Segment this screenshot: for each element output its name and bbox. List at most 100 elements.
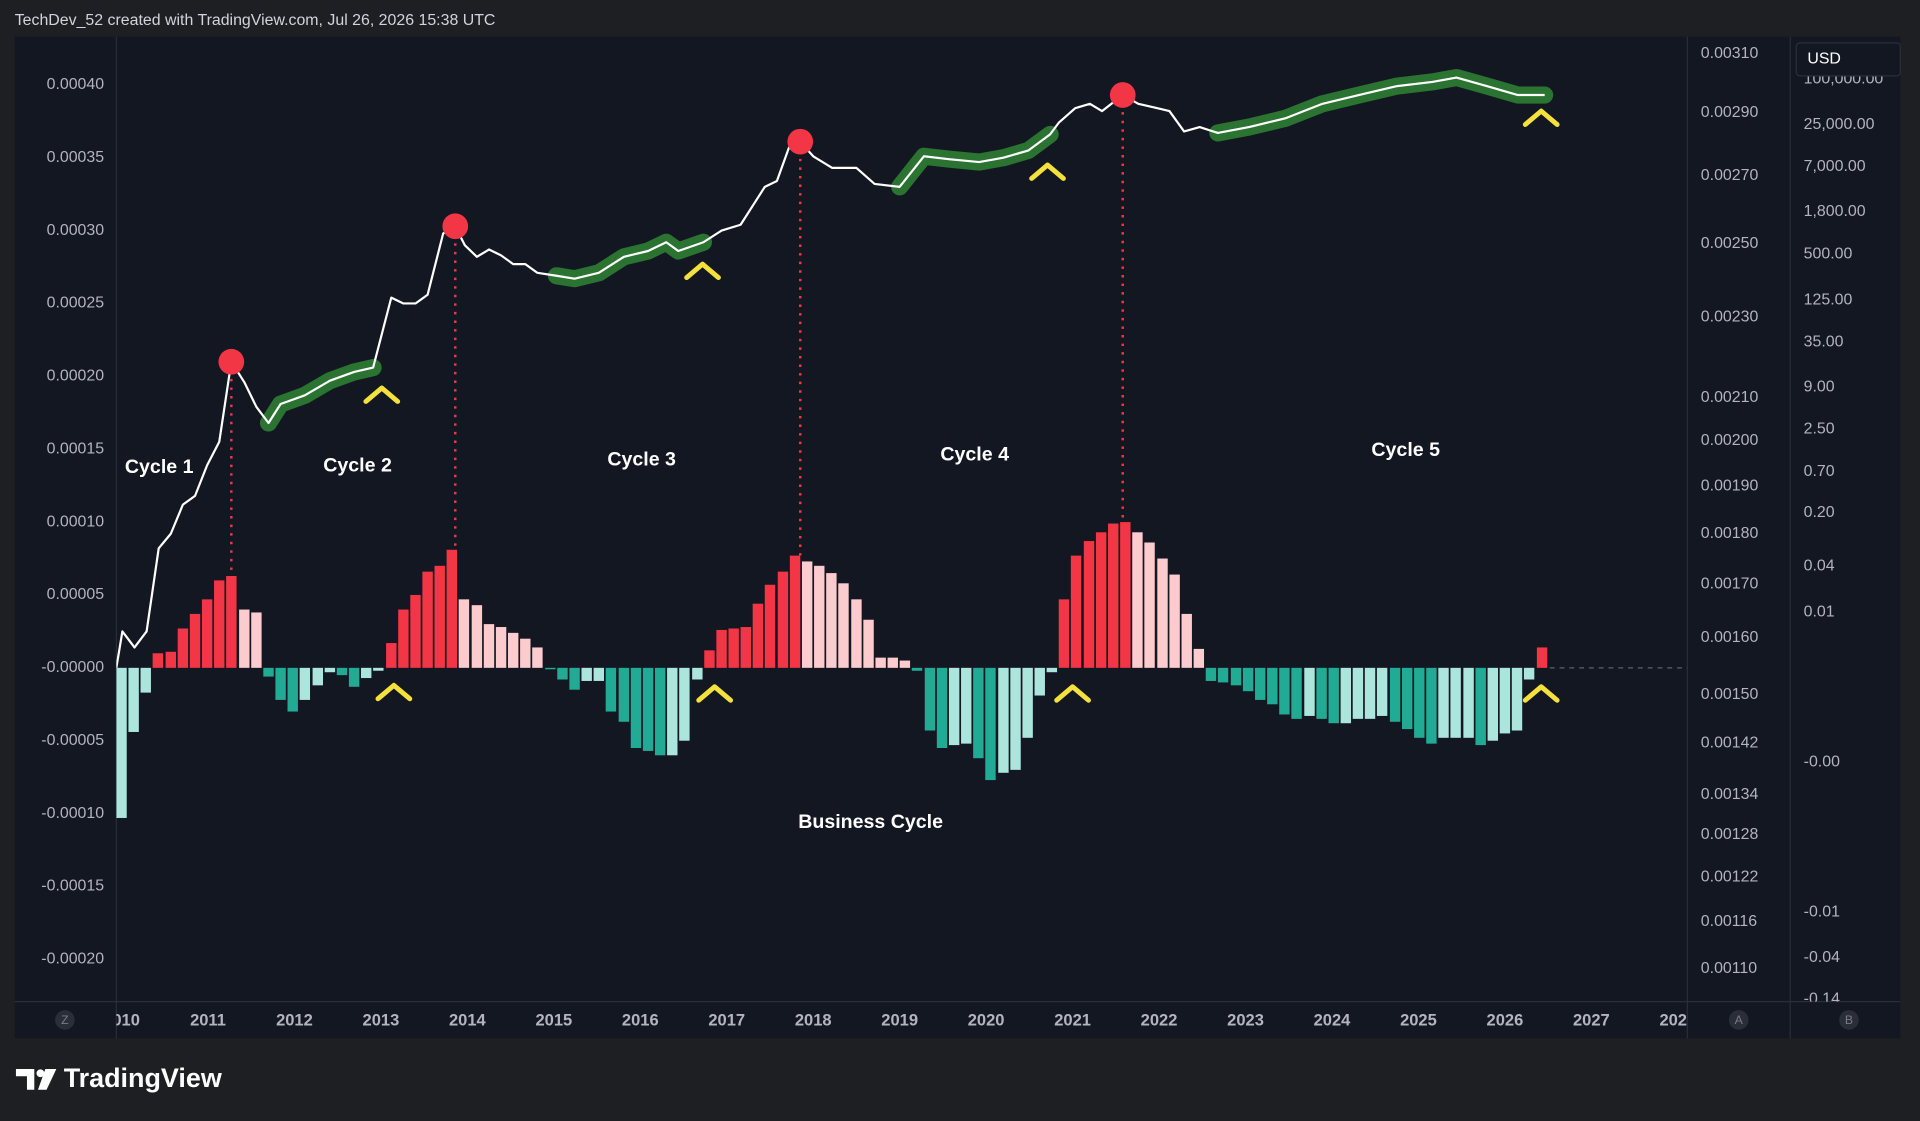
histogram-bar bbox=[348, 667, 360, 687]
histogram-bar bbox=[312, 667, 324, 686]
histogram-bar bbox=[1463, 667, 1474, 738]
y-tick-label: -0.00020 bbox=[41, 951, 104, 968]
signal-chevron bbox=[375, 682, 413, 702]
histogram-bar bbox=[239, 609, 250, 668]
histogram-bar bbox=[1511, 667, 1523, 731]
y3-tick-label: 0.01 bbox=[1804, 603, 1835, 620]
y-tick-label: -0.00000 bbox=[41, 659, 104, 676]
cycle-label: Cycle 2 bbox=[323, 455, 392, 477]
y2-tick-label: 0.00180 bbox=[1701, 525, 1759, 542]
histogram-bar bbox=[973, 667, 984, 759]
histogram-bar bbox=[801, 561, 813, 668]
histogram-bar bbox=[728, 628, 739, 668]
x-tick-label: 2022 bbox=[1141, 1011, 1178, 1030]
currency-badge[interactable]: USD bbox=[1795, 42, 1902, 77]
x-tick-label: 2014 bbox=[449, 1011, 487, 1030]
axis-button[interactable] bbox=[55, 1010, 75, 1030]
axis-button-label[interactable]: Z bbox=[61, 1013, 69, 1027]
histogram-bar bbox=[569, 667, 580, 690]
x-tick-label: 2023 bbox=[1227, 1011, 1264, 1030]
histogram-bar bbox=[1157, 558, 1168, 668]
chart-panel bbox=[14, 36, 1901, 1039]
histogram-bar bbox=[777, 571, 789, 668]
y2-tick-label: 0.00270 bbox=[1701, 167, 1759, 184]
peak-dot bbox=[787, 128, 814, 155]
histogram-bar bbox=[838, 583, 849, 668]
brand: TradingView bbox=[15, 1063, 222, 1093]
y3-tick-label: 0.04 bbox=[1804, 557, 1835, 574]
histogram-bar bbox=[899, 660, 911, 668]
signal-chevron bbox=[696, 684, 734, 703]
x-tick-label: 2021 bbox=[1054, 1011, 1091, 1030]
histogram-bar bbox=[692, 667, 703, 680]
histogram-bar bbox=[410, 594, 421, 668]
y2-tick-label: 0.00160 bbox=[1701, 629, 1759, 646]
histogram-bar bbox=[201, 599, 213, 668]
histogram-bar bbox=[495, 627, 507, 668]
y3-tick-label: 500.00 bbox=[1804, 245, 1853, 262]
x-tick-label: 2010 bbox=[103, 1011, 140, 1030]
axes: 0.00040 0.00035 0.00030 0.00025 0.00020 0.000… bbox=[41, 45, 1758, 977]
histogram-bar bbox=[911, 667, 923, 671]
histogram-bar bbox=[740, 627, 751, 668]
peak-dot bbox=[442, 213, 469, 240]
y-tick-label: 0.00010 bbox=[47, 513, 105, 530]
x-tick-label: 2028 bbox=[1659, 1011, 1696, 1030]
histogram-bar bbox=[532, 647, 543, 668]
axis-button-label[interactable]: B bbox=[1845, 1013, 1853, 1027]
histogram-bar bbox=[1095, 532, 1107, 668]
histogram-bar bbox=[887, 657, 898, 668]
currency-label[interactable]: USD bbox=[1807, 51, 1841, 68]
histogram-bar bbox=[1108, 523, 1119, 668]
histogram-bar bbox=[398, 609, 409, 668]
y2-tick-label: 0.00250 bbox=[1701, 235, 1759, 252]
histogram-bar bbox=[605, 667, 617, 712]
axis-button[interactable] bbox=[1728, 1010, 1749, 1030]
histogram-bar bbox=[936, 667, 948, 749]
histogram-bar bbox=[299, 667, 311, 700]
histogram-bar bbox=[165, 651, 177, 668]
y2-tick-label: 0.00310 bbox=[1701, 45, 1759, 62]
axis-button-label[interactable]: A bbox=[1735, 1013, 1744, 1027]
time-axis: 2010 2011 2012 2013 2014 2015 2016 2017 2018 2019… bbox=[103, 1011, 1696, 1030]
cycle-label: Cycle 4 bbox=[940, 444, 1009, 466]
histogram-bar bbox=[177, 628, 189, 668]
cycle-label: Cycle 1 bbox=[125, 456, 194, 478]
axis-button[interactable] bbox=[1839, 1010, 1859, 1030]
y-tick-label: -0.00015 bbox=[41, 878, 104, 895]
histogram-bar bbox=[948, 667, 960, 746]
histogram-bar bbox=[1181, 613, 1192, 668]
histogram-bar bbox=[483, 624, 495, 668]
price-line bbox=[116, 76, 1545, 669]
y-tick-label: 0.00030 bbox=[47, 222, 105, 239]
currency-box[interactable] bbox=[1795, 42, 1902, 77]
y-tick-label: -0.00005 bbox=[41, 732, 104, 749]
histogram-bar bbox=[1267, 667, 1278, 705]
x-tick-label: 2027 bbox=[1573, 1011, 1610, 1030]
histogram-bar bbox=[863, 619, 874, 668]
x-tick-label: 2020 bbox=[968, 1011, 1005, 1030]
y2-tick-label: 0.00122 bbox=[1701, 869, 1759, 886]
signal-chevron bbox=[363, 385, 401, 404]
histogram-bar bbox=[642, 667, 654, 751]
histogram-bar bbox=[581, 667, 592, 681]
histogram-bar bbox=[1279, 667, 1290, 715]
y3-tick-label: -0.14 bbox=[1804, 991, 1840, 1008]
histogram-bar bbox=[1230, 667, 1242, 686]
peak-dot bbox=[218, 348, 245, 375]
y2-tick-label: 0.00170 bbox=[1701, 576, 1759, 593]
y2-tick-label: 0.00142 bbox=[1701, 735, 1759, 752]
histogram-bar bbox=[324, 667, 336, 673]
y2-tick-label: 0.00200 bbox=[1701, 432, 1759, 449]
histogram-bar bbox=[1083, 541, 1095, 668]
x-tick-label: 2011 bbox=[190, 1011, 226, 1030]
histogram-bar bbox=[1070, 555, 1082, 668]
histogram-bar bbox=[557, 667, 568, 680]
signal-chevron bbox=[1029, 162, 1066, 181]
histogram-bar bbox=[654, 667, 666, 756]
x-tick-label: 2019 bbox=[881, 1011, 918, 1030]
y3-tick-label: -0.01 bbox=[1804, 903, 1840, 920]
y2-tick-label: 0.00134 bbox=[1701, 786, 1759, 803]
histogram-bar bbox=[1487, 667, 1499, 741]
